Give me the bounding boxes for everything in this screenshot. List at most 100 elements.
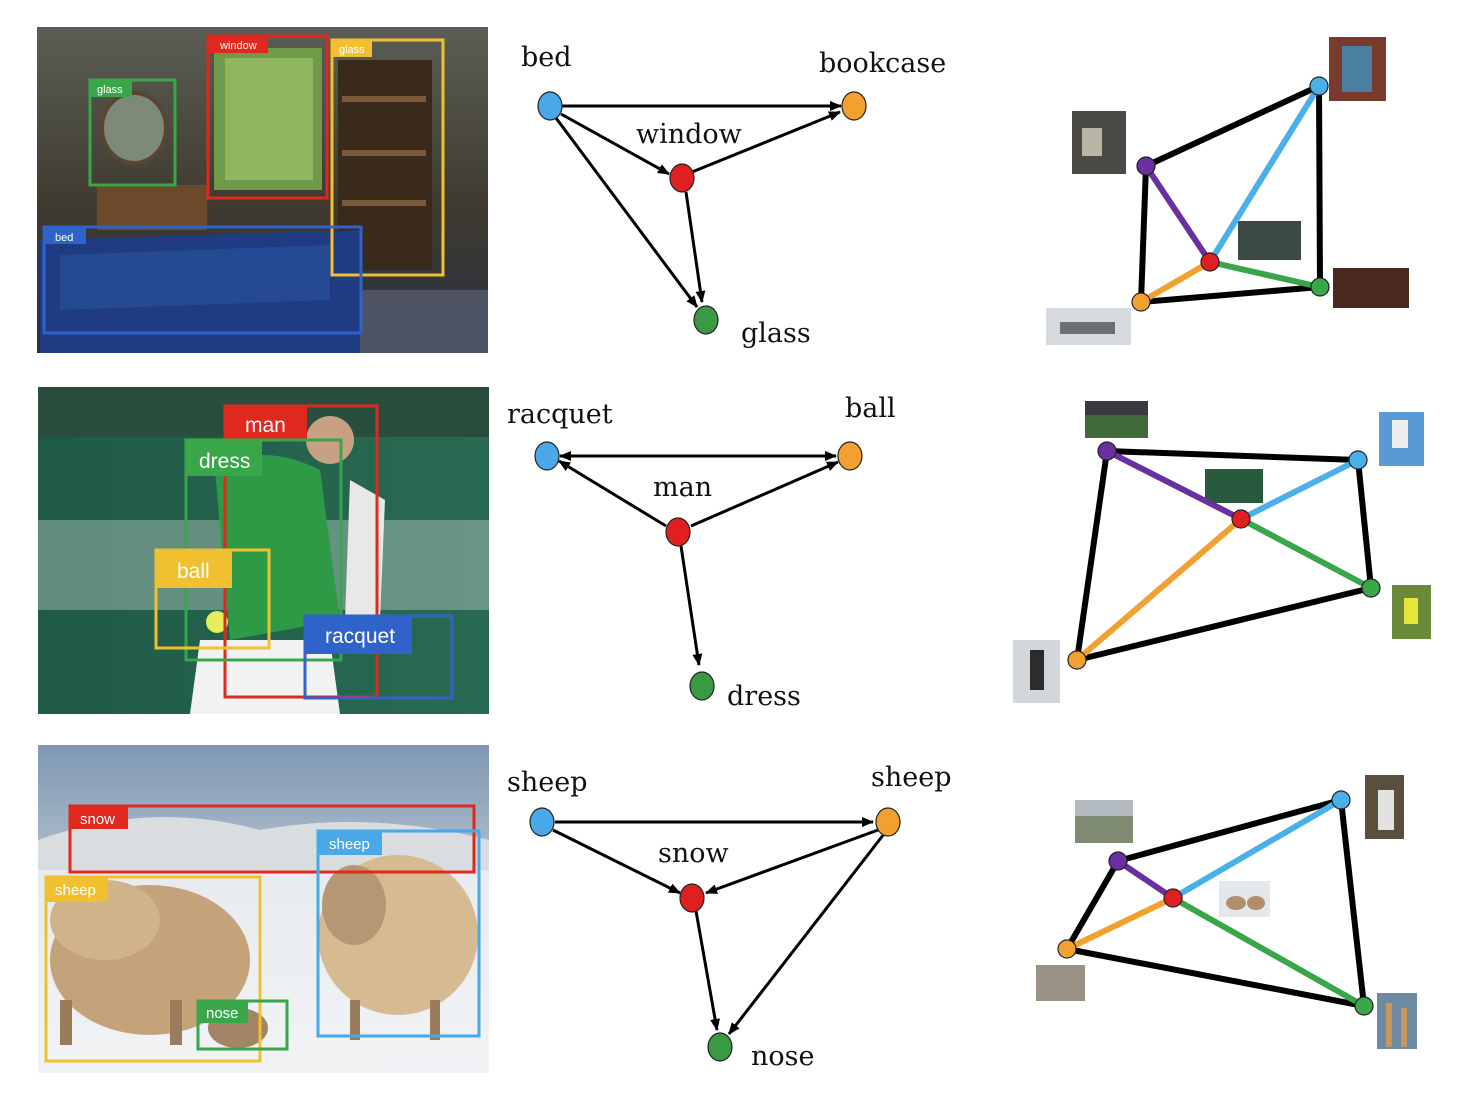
similarity-edge-orange [1138,259,1213,305]
graph-label-ball: ball [845,393,896,424]
graph-node-dress [689,671,715,701]
similarity-node-green [1310,277,1330,297]
edge-window-bookcase [691,110,841,174]
graph-node-man [665,517,691,547]
detection-label-glass-bookcase: glass [339,44,365,56]
edge-man-racquet [558,459,667,528]
scene-photo-bedroom [37,27,488,353]
thumbnail-image [1036,965,1085,1001]
graph-node-sheep-right [875,807,901,837]
detection-label-nose: nose [206,1005,239,1022]
detection-box-sheep-left: sheep [44,875,262,1063]
detection-label-glass-mirror: glass [97,84,123,96]
thumbnail-image [1238,221,1301,260]
row-tennis: man dress ball racquet racquet [38,387,1431,714]
graph-label-nose: nose [751,1041,814,1072]
detection-box-snow: snow [68,804,476,874]
similarity-edge-blue [1170,797,1344,901]
similarity-node-blue [1309,76,1329,96]
similarity-edge [1138,284,1323,305]
graph-label-racquet: racquet [507,399,613,430]
similarity-node-orange [1057,939,1077,959]
similarity-edge [1143,83,1322,169]
similarity-edge [1138,163,1149,305]
similarity-edge-green [1170,895,1367,1009]
graph-node-ball [837,441,863,471]
graph-label-sheep-right: sheep [871,762,952,793]
graph-label-bookcase: bookcase [819,48,946,79]
similarity-edge [1104,448,1361,463]
detection-box-nose: nose [196,999,289,1051]
detection-box-bed: bed [42,225,363,335]
edge-bed-window [560,112,670,176]
similarity-graph-tennis [1013,401,1431,703]
graph-label-man: man [653,472,712,503]
similarity-node-red [1163,888,1183,908]
detection-label-sheep-right: sheep [329,836,370,853]
similarity-edge [1115,797,1344,864]
graph-node-nose [707,1032,733,1062]
similarity-node-purple [1097,441,1117,461]
similarity-node-purple [1108,851,1128,871]
thumbnail-image [1205,469,1263,503]
similarity-graph-sheep [1036,775,1417,1049]
graph-node-sheep-left [529,807,555,837]
detection-label-ball: ball [177,560,210,583]
similarity-edge-purple [1115,858,1176,901]
detection-label-snow: snow [80,811,115,828]
scene-graph-bedroom: bed bookcase window glass [521,42,946,349]
edge-sheep2-nose [727,833,886,1035]
detection-label-bed: bed [55,232,73,244]
edge-snow-nose [694,910,721,1031]
similarity-node-orange [1067,650,1087,670]
similarity-node-blue [1331,790,1351,810]
similarity-edge-orange [1074,516,1244,663]
detection-label-sheep-left: sheep [55,882,96,899]
similarity-edge-blue [1238,457,1361,522]
similarity-edge-green [1207,259,1323,290]
similarity-graph-bedroom [1046,37,1409,345]
detection-label-man: man [245,414,286,437]
graph-label-glass: glass [741,318,811,349]
graph-node-snow [679,883,705,913]
similarity-edge [1064,858,1121,952]
graph-node-glass [693,305,719,335]
graph-node-window [669,163,695,193]
graph-label-sheep-left: sheep [507,767,588,798]
detection-box-ball: ball [154,548,271,650]
thumbnail-image [1377,993,1417,1049]
graph-node-bookcase [841,91,867,121]
similarity-edge-purple [1143,163,1213,265]
graph-node-racquet [534,441,560,471]
detection-box-glass-bookcase: glass [330,38,445,277]
similarity-edge-purple [1104,448,1244,522]
similarity-edge [1074,448,1110,663]
detection-box-sheep-right: sheep [316,829,481,1038]
similarity-node-blue [1348,450,1368,470]
detection-box-man: man [223,404,379,699]
similarity-node-green [1361,578,1381,598]
similarity-node-red [1200,252,1220,272]
edge-sheep2-snow [705,828,879,895]
similarity-edge [1316,83,1323,290]
scene-graph-tennis: racquet ball man dress [507,393,896,712]
edge-man-dress [679,545,703,666]
detection-label-window: window [219,40,257,52]
similarity-node-red [1231,509,1251,529]
detection-label-racquet: racquet [325,625,395,648]
similarity-edge-orange [1064,895,1176,952]
graph-label-dress: dress [727,681,801,712]
similarity-edge [1338,797,1367,1009]
detection-box-racquet: racquet [303,614,454,700]
detection-box-glass-mirror: glass [88,78,177,187]
similarity-node-purple [1136,156,1156,176]
detection-box-window: window [206,34,329,200]
edge-man-ball [690,460,839,528]
edge-window-glass [684,191,706,303]
similarity-node-orange [1131,292,1151,312]
edge-bed-glass [554,117,699,308]
row-sheep: snow sheep sheep nose sheep [38,745,1417,1073]
row-bedroom: window glass glass bed bed [37,27,1409,353]
graph-node-bed [537,91,563,121]
